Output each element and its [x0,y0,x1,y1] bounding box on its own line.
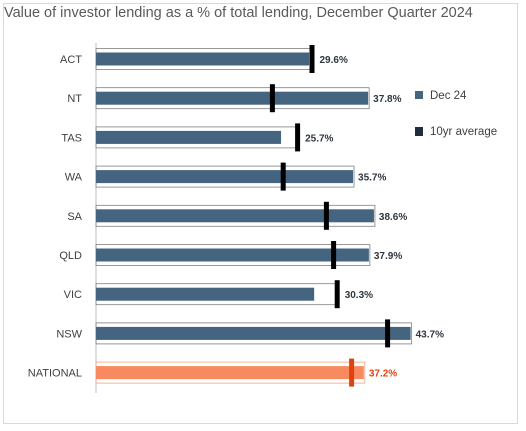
bar-vic [96,287,315,301]
category-label-nt: NT [67,93,82,105]
bar-nt [96,91,369,105]
category-label-nsw: NSW [56,328,82,340]
avg-marker-national [349,358,355,387]
avg-marker-sa [323,201,329,230]
bar-wa [96,170,354,184]
avg-marker-tas [295,123,301,152]
avg-marker-qld [331,241,337,269]
value-label-sa: 38.6% [379,212,407,223]
category-label-vic: VIC [64,289,82,301]
category-label-sa: SA [67,211,82,223]
legend-label-10yr-average: 10yr average [430,126,497,138]
chart-title: Value of investor lending as a % of tota… [4,5,473,21]
value-label-qld: 37.9% [374,251,402,262]
bar-sa [96,209,374,223]
value-label-vic: 30.3% [345,290,373,301]
category-label-tas: TAS [61,132,82,144]
avg-marker-wa [280,162,286,191]
bar-act [96,52,310,66]
bar-tas [96,130,282,144]
value-label-nsw: 43.7% [416,329,444,340]
legend-swatch-dec-24 [415,91,423,99]
avg-marker-nt [269,84,275,113]
category-label-national: NATIONAL [28,368,82,380]
value-label-national: 37.2% [369,369,397,380]
bar-national [96,366,364,380]
category-label-act: ACT [60,54,82,66]
value-label-nt: 37.8% [373,94,401,105]
value-label-wa: 35.7% [358,173,386,184]
bar-qld [96,248,369,262]
value-label-tas: 25.7% [305,133,333,144]
legend-label-dec-24: Dec 24 [430,90,467,102]
legend-swatch-10yr-average [415,127,423,136]
category-label-qld: QLD [59,250,82,262]
legend: Dec 24 10yr average [415,90,497,138]
category-label-wa: WA [65,172,83,184]
bar-nsw [96,326,411,340]
value-label-act: 29.6% [320,55,348,66]
avg-marker-nsw [385,319,391,348]
avg-marker-vic [334,280,340,309]
avg-marker-act [309,45,315,73]
